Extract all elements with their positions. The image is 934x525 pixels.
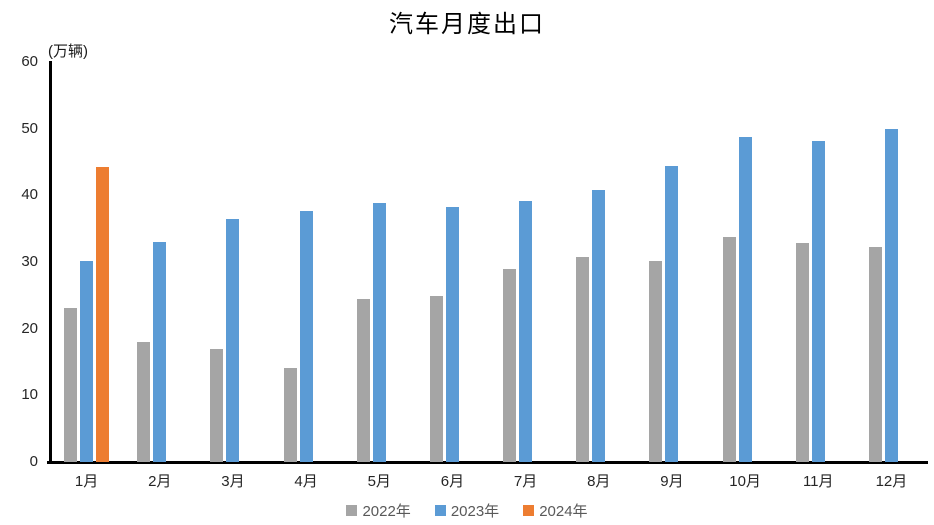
y-axis-line	[49, 61, 52, 464]
x-tick-label: 10月	[729, 473, 761, 490]
x-tick-label: 8月	[587, 473, 611, 490]
y-tick-label: 60	[21, 53, 38, 70]
legend-item-2022年: 2022年	[346, 500, 411, 521]
y-tick-label: 30	[21, 253, 38, 270]
bar-2023年-1月	[80, 261, 94, 462]
bar-2022年-11月	[795, 242, 809, 462]
legend-label: 2023年	[450, 502, 500, 520]
bar-2023年-6月	[445, 207, 459, 462]
y-tick-label: 20	[21, 319, 38, 337]
bar-2022年-8月	[576, 256, 590, 462]
bar-2022年-4月	[283, 368, 297, 462]
legend-item-2023年: 2023年	[434, 500, 500, 521]
x-tick-label: 11月	[802, 473, 834, 490]
bar-2023年-9月	[665, 166, 679, 462]
chart-title: 汽车月度出口	[389, 10, 545, 38]
bar-2022年-5月	[356, 298, 370, 462]
x-tick-label: 5月	[367, 473, 391, 490]
x-tick-label: 7月	[513, 473, 538, 490]
bar-2023年-12月	[884, 129, 898, 462]
x-tick-label: 2月	[148, 473, 172, 490]
bar-2024年-1月	[96, 166, 110, 462]
bar-2022年-3月	[210, 348, 224, 462]
x-tick-label: 9月	[660, 473, 684, 490]
bar-2023年-10月	[738, 136, 752, 462]
bar-2022年-1月	[64, 308, 78, 462]
legend: 2022年 2023年 2024年	[0, 499, 934, 521]
x-tick-label: 6月	[440, 473, 465, 490]
bar-2022年-7月	[503, 268, 517, 462]
bar-2022年-9月	[649, 261, 663, 462]
legend-swatch-icon	[434, 504, 446, 516]
bar-2022年-2月	[137, 342, 151, 462]
bar-2023年-8月	[592, 190, 606, 462]
bar-2022年-12月	[868, 247, 882, 462]
x-tick-label: 3月	[221, 473, 245, 490]
legend-label: 2024年	[539, 502, 588, 520]
bar-2023年-4月	[299, 211, 313, 462]
bar-2023年-2月	[153, 242, 167, 462]
legend-label: 2022年	[362, 502, 411, 520]
legend-swatch-icon	[346, 504, 358, 516]
x-tick-label: 4月	[294, 473, 318, 490]
y-tick-label: 40	[21, 186, 38, 204]
legend-swatch-icon	[523, 504, 535, 516]
bar-2023年-11月	[811, 140, 825, 462]
y-tick-label: 0	[29, 453, 38, 470]
x-axis-line	[47, 461, 928, 464]
x-tick-label: 12月	[875, 473, 908, 490]
bar-2023年-7月	[519, 200, 533, 462]
y-tick-label: 10	[21, 386, 38, 404]
y-tick-label: 50	[21, 119, 38, 137]
y-axis-unit-label: (万辆)	[48, 43, 88, 60]
bar-2022年-6月	[429, 296, 443, 462]
bar-2023年-5月	[372, 202, 386, 462]
bar-2023年-3月	[226, 219, 240, 462]
bar-2022年-10月	[722, 237, 736, 462]
legend-item-2024年: 2024年	[523, 500, 588, 521]
x-tick-label: 1月	[74, 473, 99, 490]
